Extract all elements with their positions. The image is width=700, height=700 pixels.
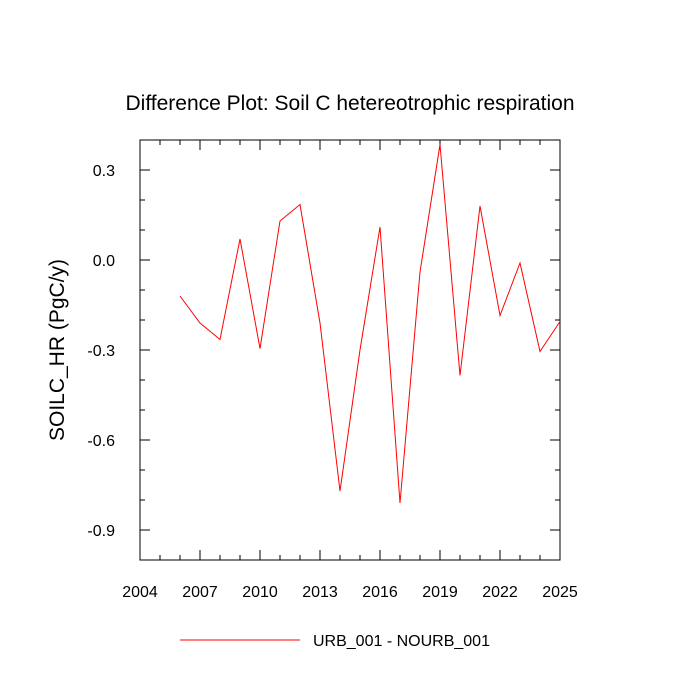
- x-tick-label: 2013: [302, 584, 338, 601]
- y-tick-label: -0.6: [87, 433, 115, 450]
- series-line: [179, 144, 561, 504]
- x-tick-label: 2025: [542, 584, 578, 601]
- x-tick-label: 2022: [482, 584, 518, 601]
- plot-frame: [139, 139, 561, 561]
- x-tick-label: 2019: [422, 584, 458, 601]
- y-tick-label: 0.3: [93, 163, 115, 180]
- x-tick-label: 2016: [362, 584, 398, 601]
- y-tick-label: 0.0: [93, 253, 115, 270]
- x-axis-ticks: 2004 2007 2010 2013 2016 2019 2022 2025: [122, 140, 578, 601]
- y-tick-label: -0.9: [87, 523, 115, 540]
- series-group: [179, 144, 561, 504]
- legend-entry-label: URB_001 - NOURB_001: [313, 633, 490, 650]
- legend: URB_001 - NOURB_001: [180, 633, 490, 650]
- y-axis-ticks: -0.9 -0.6 -0.3 0.0 0.3: [87, 163, 560, 540]
- x-tick-label: 2010: [242, 584, 278, 601]
- y-axis-label: SOILC_HR (PgC/y): [46, 259, 69, 441]
- x-tick-label: 2004: [122, 584, 158, 601]
- x-tick-label: 2007: [182, 584, 218, 601]
- chart-title: Difference Plot: Soil C hetereotrophic r…: [125, 92, 574, 115]
- y-tick-label: -0.3: [87, 343, 115, 360]
